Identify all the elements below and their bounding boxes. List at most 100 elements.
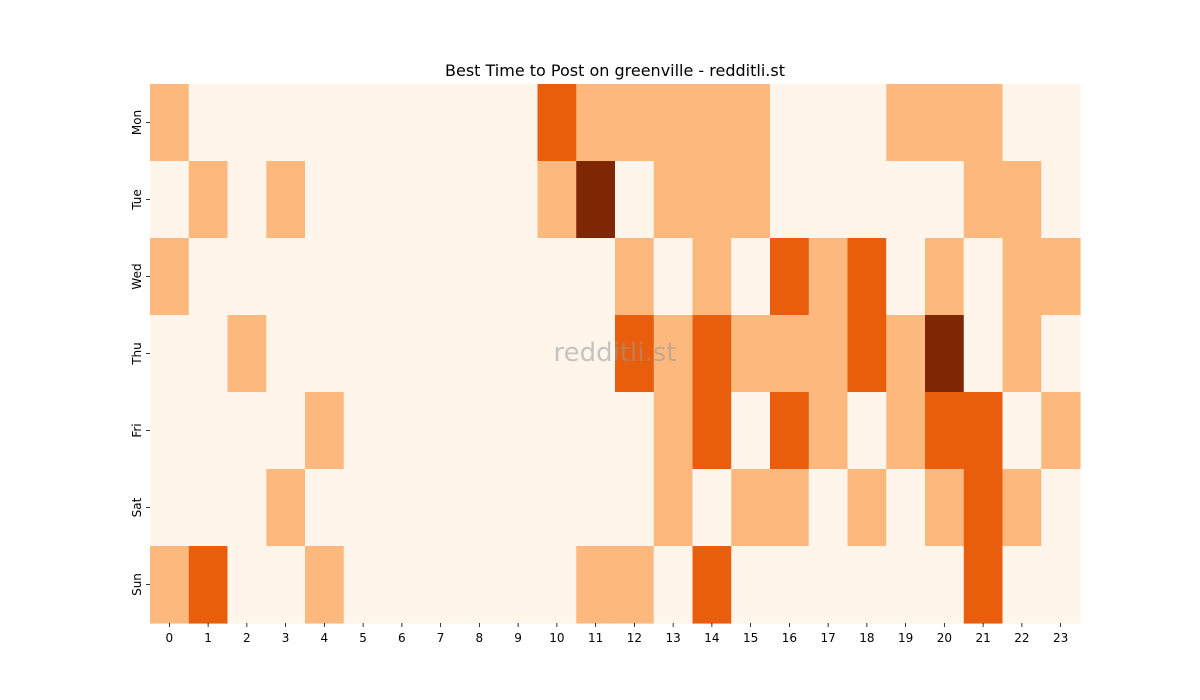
x-axis-ticks: 0 1 2 3 4 5 6 7 8 9 10 11 12 13 14 15 16 17 18 19 20 21 22 23 [166,623,1068,645]
heatmap-cell-Wed-22 [1002,238,1042,316]
y-tick-label: Wed [130,263,144,289]
x-tick-label: 0 [166,631,174,645]
x-tick-label: 11 [588,631,603,645]
heatmap-cell-Sun-20 [925,546,965,624]
x-tick-label: 20 [937,631,952,645]
heatmap-cell-Wed-6 [382,238,422,316]
x-tick-label: 12 [627,631,642,645]
heatmap-cell-Mon-19 [886,84,926,162]
x-tick-label: 6 [398,631,406,645]
x-tick-label: 16 [782,631,797,645]
heatmap-cell-Sun-10 [537,546,577,624]
heatmap-cell-Mon-9 [498,84,539,162]
heatmap-cell-Wed-0 [150,238,190,316]
heatmap-cell-Wed-14 [692,238,732,316]
heatmap-cell-Fri-2 [227,392,267,470]
heatmap-cell-Thu-14 [692,315,732,393]
heatmap-cell-Sat-12 [615,469,655,547]
heatmap-cell-Sun-1 [188,546,229,624]
x-tick-label: 15 [743,631,758,645]
heatmap-cell-Fri-10 [537,392,577,470]
heatmap-cell-Thu-21 [963,315,1004,393]
x-tick-label: 7 [437,631,445,645]
heatmap-cell-Fri-18 [847,392,887,470]
heatmap-cell-Tue-2 [227,161,267,239]
heatmap-cell-Wed-11 [576,238,616,316]
heatmap-cell-Tue-6 [382,161,422,239]
heatmap-cell-Thu-16 [770,315,810,393]
heatmap-cell-Tue-7 [421,161,461,239]
heatmap-cell-Sun-12 [615,546,655,624]
heatmap-cell-Sun-3 [266,546,306,624]
heatmap-cell-Wed-20 [925,238,965,316]
x-tick-label: 4 [321,631,329,645]
heatmap-cell-Mon-8 [460,84,500,162]
heatmap-cell-Tue-8 [460,161,500,239]
heatmap-cell-Sat-17 [808,469,849,547]
heatmap-cell-Wed-15 [731,238,771,316]
heatmap-cell-Fri-19 [886,392,926,470]
heatmap-cell-Sun-21 [963,546,1004,624]
heatmap-cell-Tue-20 [925,161,965,239]
heatmap-cell-Sat-1 [188,469,229,547]
x-tick-label: 18 [859,631,874,645]
heatmap-cell-Sat-7 [421,469,461,547]
heatmap-cell-Tue-11 [576,161,616,239]
heatmap-cell-Wed-1 [188,238,229,316]
heatmap-cell-Mon-12 [615,84,655,162]
heatmap-cell-Tue-3 [266,161,306,239]
heatmap-cell-Tue-9 [498,161,539,239]
heatmap-cell-Sat-4 [305,469,345,547]
heatmap-cell-Tue-15 [731,161,771,239]
x-tick-label: 19 [898,631,913,645]
heatmap-cell-Sat-5 [343,469,384,547]
heatmap-cell-Sat-2 [227,469,267,547]
heatmap-cell-Sun-22 [1002,546,1042,624]
heatmap-cell-Wed-23 [1041,238,1081,316]
heatmap-cell-Tue-17 [808,161,849,239]
watermark-text: redditli.st [554,338,677,368]
heatmap-cell-Fri-7 [421,392,461,470]
heatmap-cell-Thu-12 [615,315,655,393]
heatmap-cell-Mon-5 [343,84,384,162]
x-tick-label: 3 [282,631,290,645]
heatmap-cell-Wed-17 [808,238,849,316]
heatmap-cell-Fri-11 [576,392,616,470]
heatmap-cell-Fri-1 [188,392,229,470]
heatmap-cell-Wed-3 [266,238,306,316]
x-tick-label: 17 [820,631,835,645]
heatmap-cell-Mon-2 [227,84,267,162]
heatmap-cell-Thu-3 [266,315,306,393]
heatmap-cell-Thu-18 [847,315,887,393]
x-tick-label: 2 [243,631,251,645]
heatmap-cell-Thu-9 [498,315,539,393]
x-tick-label: 14 [704,631,719,645]
heatmap-cell-Wed-18 [847,238,887,316]
heatmap-cell-Thu-4 [305,315,345,393]
x-tick-label: 23 [1053,631,1068,645]
heatmap-cell-Mon-10 [537,84,577,162]
heatmap-cell-Thu-5 [343,315,384,393]
heatmap-cell-Sun-17 [808,546,849,624]
heatmap-cell-Sat-10 [537,469,577,547]
heatmap-cell-Sat-23 [1041,469,1081,547]
heatmap-cell-Mon-17 [808,84,849,162]
heatmap-cell-Sat-18 [847,469,887,547]
heatmap-cell-Tue-13 [653,161,694,239]
heatmap-cell-Mon-7 [421,84,461,162]
heatmap-cell-Mon-15 [731,84,771,162]
heatmap-cell-Tue-1 [188,161,229,239]
x-tick-label: 1 [204,631,212,645]
heatmap-cell-Wed-9 [498,238,539,316]
heatmap-cell-Wed-8 [460,238,500,316]
heatmap-cell-Sun-11 [576,546,616,624]
heatmap-cell-Sun-5 [343,546,384,624]
heatmap-cell-Sun-8 [460,546,500,624]
heatmap-cell-Wed-19 [886,238,926,316]
heatmap-cell-Sun-2 [227,546,267,624]
heatmap-cell-Sun-15 [731,546,771,624]
heatmap-cell-Sat-6 [382,469,422,547]
heatmap-cell-Mon-0 [150,84,190,162]
heatmap-cell-Fri-20 [925,392,965,470]
heatmap-cell-Thu-20 [925,315,965,393]
